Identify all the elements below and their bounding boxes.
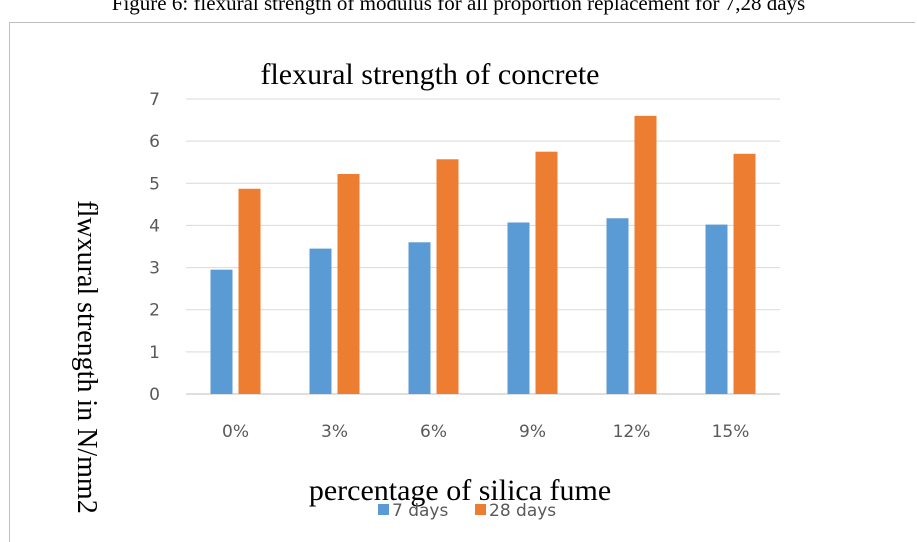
x-tick-label: 6% [420,422,447,442]
bar-7-days-12pct [606,218,629,394]
x-tick-label: 15% [712,422,750,442]
bar-28-days-12pct [634,115,657,394]
bar-28-days-0pct [238,188,261,394]
legend-swatch-28-days [475,504,486,515]
bar-7-days-9pct [507,222,530,394]
x-tick-labels: 0% 3% 6% 9% 12% 15% [222,422,749,442]
bar-28-days-6pct [436,159,459,394]
x-axis-label: percentage of silica fume [309,474,611,507]
bars [210,115,756,394]
y-axis-label: flwxural strength in N/mm2 [71,200,102,513]
x-tick-label: 0% [222,422,249,442]
bar-7-days-6pct [408,242,431,394]
y-tick-label: 0 [149,385,160,405]
y-tick-labels: 0 1 2 3 4 5 6 7 [149,90,160,405]
y-tick-label: 1 [149,343,160,363]
bar-28-days-15pct [733,153,756,394]
x-tick-label: 12% [613,422,651,442]
y-tick-label: 6 [149,132,160,152]
bar-7-days-15pct [705,224,728,394]
y-tick-label: 4 [149,216,160,236]
legend: 7 days 28 days [378,501,556,521]
bar-28-days-9pct [535,151,558,394]
y-tick-label: 7 [149,90,160,110]
figure-caption: Figure 6: flexural strength of modulus f… [111,0,806,15]
bar-7-days-3pct [309,248,332,394]
y-tick-label: 3 [149,259,160,279]
bar-7-days-0pct [210,269,233,394]
chart-title: flexural strength of concrete [260,58,599,91]
x-tick-label: 9% [519,422,546,442]
y-tick-label: 2 [149,301,160,321]
chart-frame [9,22,915,542]
bar-28-days-3pct [337,174,360,394]
legend-swatch-7-days [378,504,389,515]
x-tick-label: 3% [321,422,348,442]
legend-label-28-days: 28 days [489,501,556,521]
y-tick-label: 5 [149,174,160,194]
legend-label-7-days: 7 days [392,501,448,521]
gridlines [186,98,780,395]
